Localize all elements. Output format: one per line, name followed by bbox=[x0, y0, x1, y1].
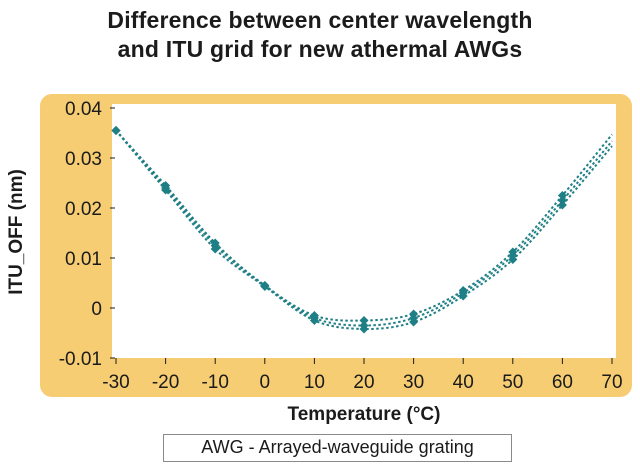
x-tick-label: 20 bbox=[353, 372, 374, 393]
x-tick-label: 50 bbox=[502, 372, 523, 393]
data-point bbox=[458, 291, 468, 301]
x-tick-label: 40 bbox=[453, 372, 474, 393]
y-tick-label: 0.01 bbox=[65, 249, 102, 270]
x-tick-label: -30 bbox=[102, 372, 129, 393]
chart-title-line-1: Difference between center wavelength bbox=[107, 7, 533, 33]
y-axis: 0.04 0.03 0.02 0.01 0 -0.01 bbox=[59, 99, 115, 370]
data-point bbox=[359, 316, 369, 325]
y-tick-label: 0.04 bbox=[65, 99, 102, 120]
data-point bbox=[111, 126, 121, 135]
y-tick-label: 0.02 bbox=[65, 199, 102, 220]
x-tick-label: 0 bbox=[260, 372, 271, 393]
chart-title-line-2: and ITU grid for new athermal AWGs bbox=[117, 36, 523, 62]
data-point bbox=[409, 317, 419, 327]
x-tick-label: 70 bbox=[601, 372, 622, 393]
data-point bbox=[508, 255, 518, 264]
data-point bbox=[557, 200, 567, 210]
x-axis: -30 -20 -10 0 10 20 30 40 50 60 70 bbox=[102, 358, 623, 393]
data-point bbox=[210, 244, 220, 254]
x-tick-label: 30 bbox=[403, 372, 424, 393]
series-layer bbox=[111, 126, 613, 334]
x-axis-label: Temperature (°C) bbox=[288, 404, 441, 425]
y-axis-label: ITU_OFF (nm) bbox=[6, 169, 27, 295]
data-point bbox=[260, 282, 270, 291]
x-tick-label: 10 bbox=[304, 372, 325, 393]
y-tick-label: 0.03 bbox=[65, 149, 102, 170]
data-point bbox=[161, 185, 171, 195]
series-line-1 bbox=[115, 129, 613, 322]
x-tick-label: -10 bbox=[201, 372, 228, 393]
x-tick-label: -20 bbox=[152, 372, 179, 393]
y-tick-label: 0 bbox=[91, 299, 102, 320]
x-tick-label: 60 bbox=[552, 372, 573, 393]
y-tick-label: -0.01 bbox=[59, 349, 102, 370]
data-point bbox=[309, 316, 319, 325]
abbreviation-note: AWG - Arrayed-waveguide grating bbox=[163, 434, 512, 462]
chart-title: Difference between center wavelength and… bbox=[0, 6, 640, 64]
data-point bbox=[359, 324, 369, 334]
